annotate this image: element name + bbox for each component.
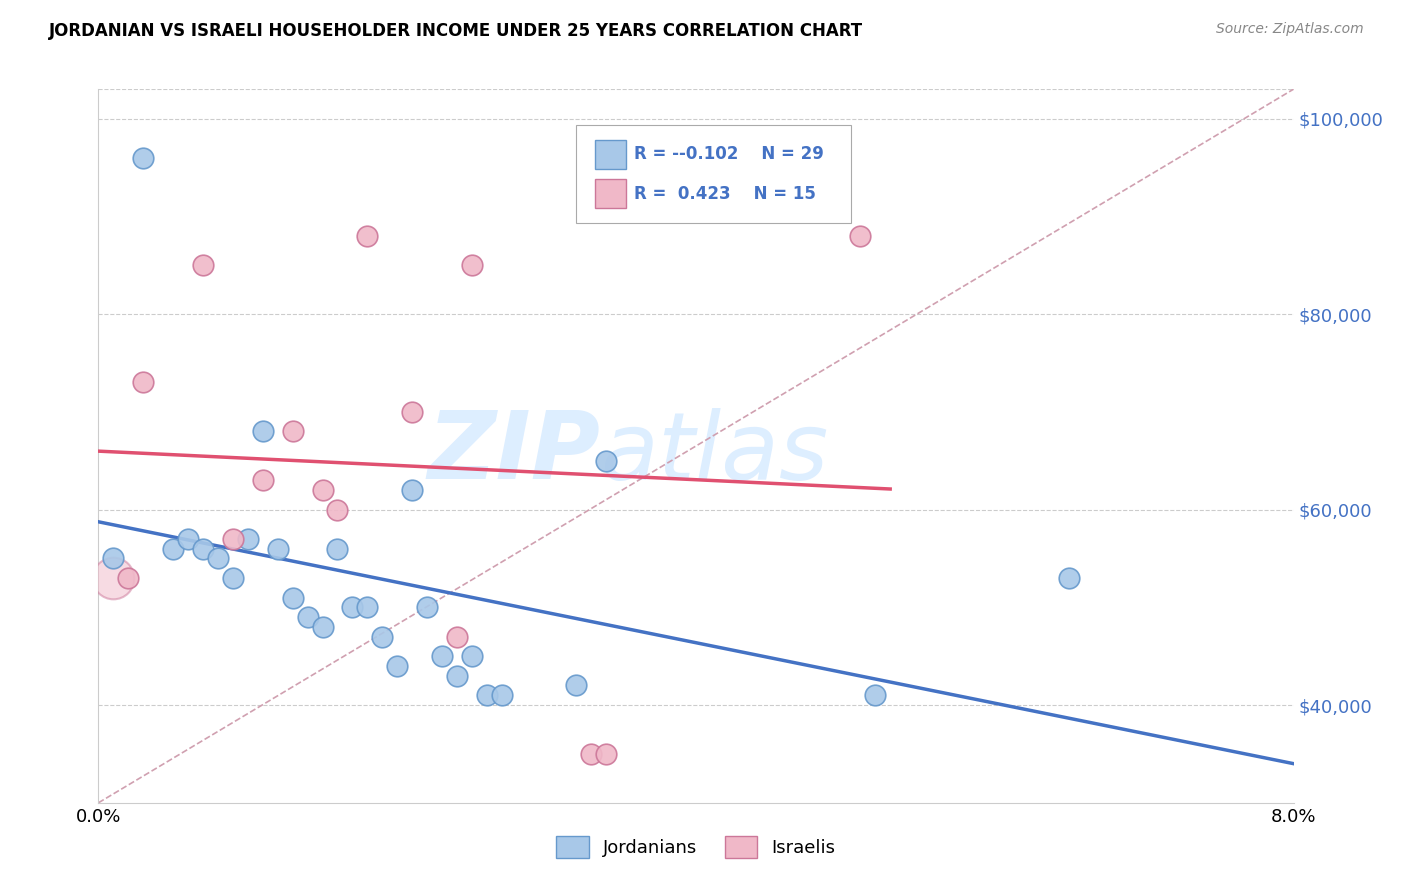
Point [191,258,214,272]
Point [326,502,349,516]
Point [416,600,439,615]
Point [865,688,887,702]
Point [401,483,423,497]
Point [311,620,333,634]
Point [475,688,498,702]
Point [565,678,588,692]
Point [491,688,513,702]
Point [162,541,184,556]
Point [177,532,200,546]
Point [236,532,259,546]
Point [191,541,214,556]
Point [581,747,603,761]
Point [595,747,617,761]
Point [103,571,125,585]
Point [342,600,364,615]
Point [446,669,468,683]
Text: R = --0.102    N = 29: R = --0.102 N = 29 [634,145,824,163]
Point [595,453,617,467]
Text: ZIP: ZIP [427,407,600,500]
Point [297,610,319,624]
Point [132,376,155,390]
Point [461,649,484,664]
Point [311,483,333,497]
Point [326,541,349,556]
Point [1059,571,1081,585]
Point [281,425,304,439]
Point [252,425,274,439]
Point [430,649,453,664]
Point [356,228,378,243]
Point [371,630,394,644]
Point [385,659,409,673]
Point [103,551,125,566]
Point [281,591,304,605]
Point [207,551,229,566]
Point [132,151,155,165]
Point [356,600,378,615]
Text: R =  0.423    N = 15: R = 0.423 N = 15 [634,185,815,202]
Point [222,571,245,585]
Text: JORDANIAN VS ISRAELI HOUSEHOLDER INCOME UNDER 25 YEARS CORRELATION CHART: JORDANIAN VS ISRAELI HOUSEHOLDER INCOME … [49,22,863,40]
Point [461,258,484,272]
Point [446,630,468,644]
Point [849,228,872,243]
Point [252,473,274,487]
Point [401,405,423,419]
Point [267,541,290,556]
Point [222,532,245,546]
Text: atlas: atlas [600,408,828,499]
Text: Source: ZipAtlas.com: Source: ZipAtlas.com [1216,22,1364,37]
Point [117,571,139,585]
Legend: Jordanians, Israelis: Jordanians, Israelis [550,829,842,865]
